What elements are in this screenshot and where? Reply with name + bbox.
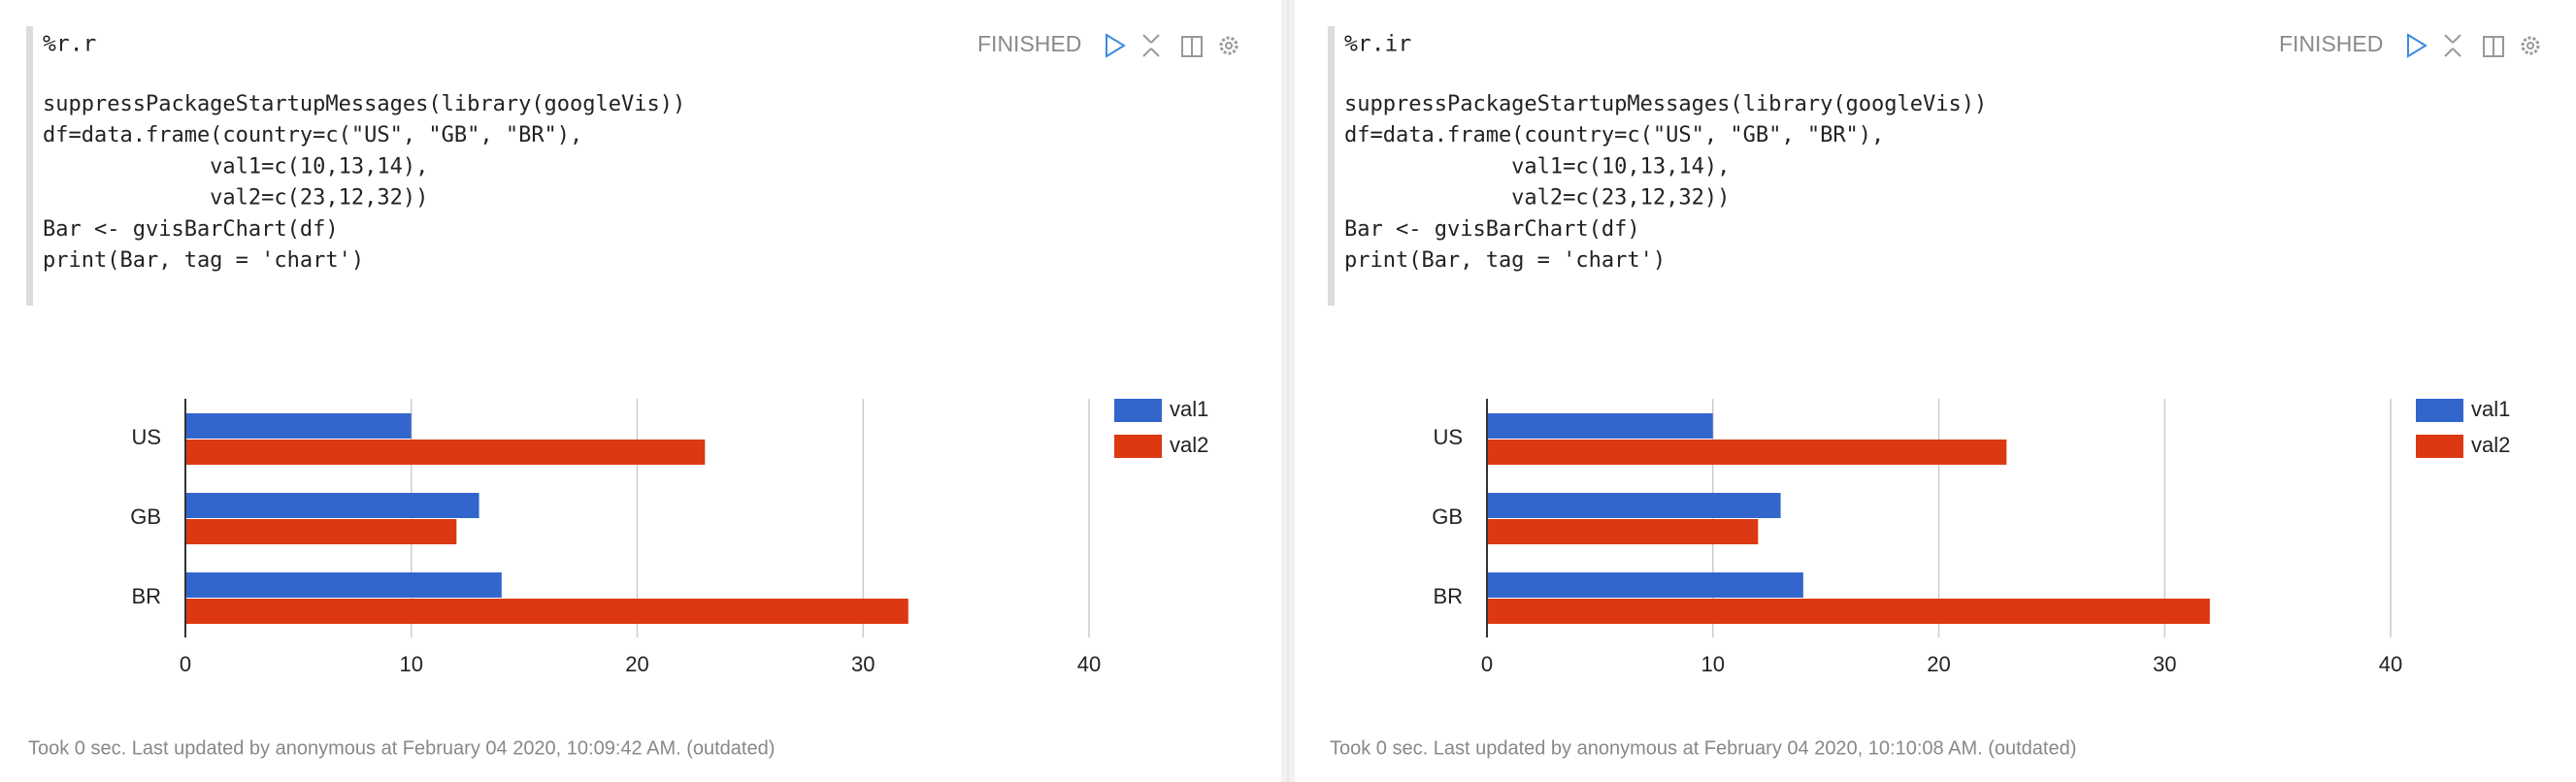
bar [185,519,457,544]
paragraph-status: FINISHED [977,31,1081,56]
code-line: val2=c(23,12,32)) [1344,186,1730,211]
bar [185,493,479,518]
code-line: suppressPackageStartupMessages(library(g… [1344,92,1987,116]
code-line: Bar <- gvisBarChart(df) [1344,217,1640,242]
code-line: print(Bar, tag = 'chart') [43,248,364,273]
paragraph-title: %r.ir [1344,32,1411,57]
y-tick-label: GB [130,505,161,529]
code-line: val1=c(10,13,14), [43,154,428,179]
bar [1487,440,2007,465]
bar [185,440,706,465]
code-line: val2=c(23,12,32)) [43,186,428,211]
hide-editor-button[interactable] [2444,34,2461,57]
code-line: print(Bar, tag = 'chart') [1344,248,1666,273]
run-button[interactable] [1106,33,1126,58]
x-tick-label: 20 [625,652,648,676]
run-button[interactable] [2407,33,2427,58]
y-tick-label: BR [131,584,161,608]
legend-label: val1 [1170,397,1208,421]
paragraph-footer: Took 0 sec. Last updated by anonymous at… [1330,737,2076,759]
bar [185,572,502,598]
legend-swatch [1114,399,1162,422]
x-tick-label: 10 [1701,652,1725,676]
y-tick-label: BR [1433,584,1463,608]
code-line: df=data.frame(country=c("US", "GB", "BR"… [1344,123,1884,147]
legend-label: val2 [2471,433,2510,457]
x-tick-label: 0 [180,652,191,676]
x-tick-label: 0 [1481,652,1493,676]
code-editor-bar [26,26,33,306]
legend-swatch [1114,435,1162,458]
bar [1487,493,1781,518]
bar [1487,599,2210,624]
x-tick-label: 30 [851,652,875,676]
code-line: val1=c(10,13,14), [1344,154,1730,179]
hide-editor-button[interactable] [1142,34,1160,57]
y-tick-label: US [1433,425,1463,449]
bar [1487,519,1759,544]
x-tick-label: 40 [1077,652,1101,676]
settings-button[interactable] [1219,36,1238,55]
x-tick-label: 40 [2379,652,2402,676]
x-tick-label: 30 [2153,652,2176,676]
output-button[interactable] [2483,36,2504,57]
bar [1487,413,1713,439]
code-line: df=data.frame(country=c("US", "GB", "BR"… [43,123,582,147]
paragraph-status: FINISHED [2279,31,2383,56]
x-tick-label: 10 [400,652,423,676]
x-tick-label: 20 [1927,652,1950,676]
paragraph-footer: Took 0 sec. Last updated by anonymous at… [28,737,775,759]
legend-label: val2 [1170,433,1208,457]
paragraph-title: %r.r [43,32,96,57]
settings-button[interactable] [2521,36,2540,55]
y-tick-label: US [131,425,161,449]
legend-swatch [2416,399,2463,422]
output-button[interactable] [1181,36,1203,57]
bar [185,599,908,624]
settings-hub [1225,42,1233,49]
legend-label: val1 [2471,397,2510,421]
settings-hub [2526,42,2534,49]
code-line: Bar <- gvisBarChart(df) [43,217,339,242]
bar [1487,572,1803,598]
bar [185,413,412,439]
code-line: suppressPackageStartupMessages(library(g… [43,92,685,116]
y-tick-label: GB [1432,505,1463,529]
legend-swatch [2416,435,2463,458]
code-editor-bar [1328,26,1335,306]
